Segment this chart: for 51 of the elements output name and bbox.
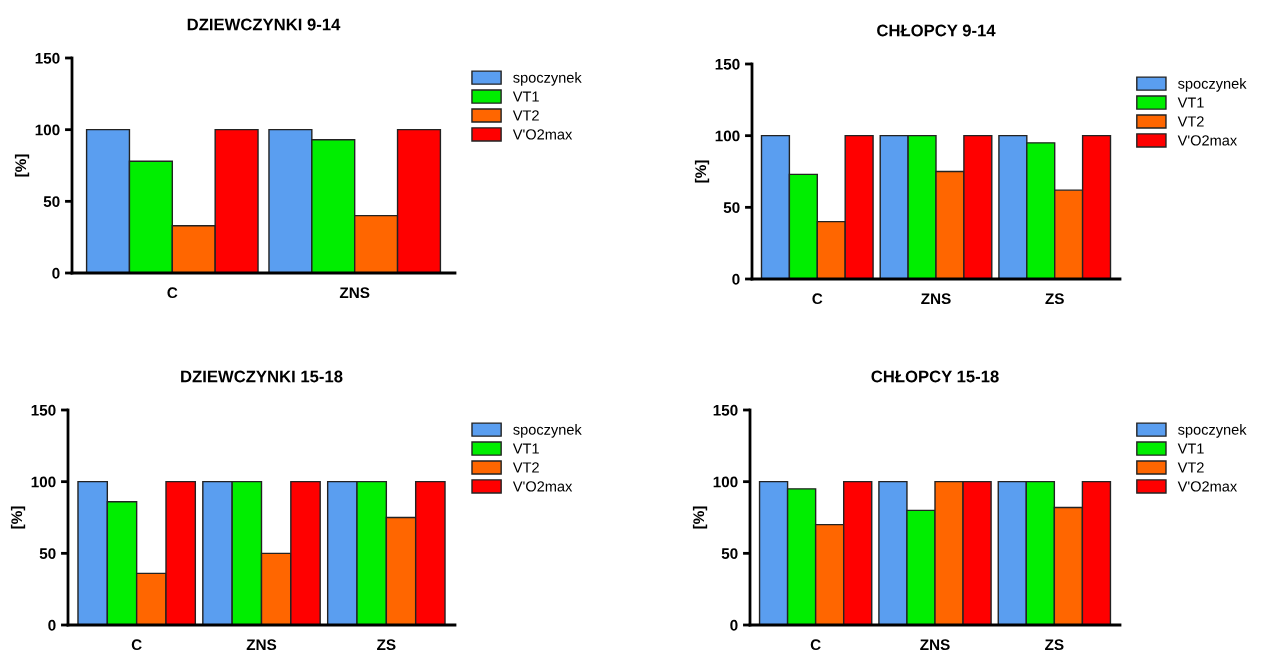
legend-label: spoczynek: [513, 72, 582, 86]
y-tick-label: 0: [52, 267, 60, 279]
legend-label: spoczynek: [1178, 424, 1247, 438]
y-tick-label: 100: [715, 130, 740, 142]
x-tick-label: ZNS: [246, 639, 277, 651]
legend-label: VT1: [512, 443, 539, 454]
y-tick-label: 0: [732, 273, 740, 285]
y-tick-label: 150: [31, 404, 56, 416]
legend-label: spoczynek: [513, 424, 582, 438]
y-tick-label: 0: [48, 619, 56, 631]
x-tick-label: ZNS: [921, 293, 951, 305]
legend-label: VT2: [1177, 116, 1204, 127]
x-tick-label: C: [810, 639, 821, 651]
legend-label: VT2: [512, 110, 539, 121]
x-tick-label: C: [131, 639, 142, 651]
y-tick-label: 50: [723, 202, 740, 214]
y-tick-label: 150: [715, 58, 740, 70]
y-tick-label: 50: [39, 548, 56, 560]
legend-label: VT2: [1177, 462, 1204, 473]
legend-label: spoczynek: [1178, 78, 1247, 92]
legend-label: VT2: [512, 462, 539, 473]
y-axis-title: [%]: [692, 506, 708, 529]
x-tick-label: ZS: [377, 639, 396, 651]
y-axis-title: [%]: [694, 160, 710, 183]
y-tick-label: 0: [730, 619, 738, 631]
x-tick-label: ZNS: [339, 287, 370, 299]
y-tick-label: 50: [721, 548, 738, 560]
x-tick-label: ZNS: [920, 639, 950, 651]
x-tick-label: C: [812, 293, 823, 305]
legend-label: VT1: [512, 91, 539, 102]
legend-label: V'O2max: [1177, 135, 1237, 146]
y-tick-label: 150: [713, 404, 738, 416]
y-tick-label: 100: [31, 476, 56, 488]
y-axis-title: [%]: [14, 154, 30, 177]
legend-label: VT1: [1177, 97, 1204, 108]
y-tick-label: 50: [43, 196, 60, 208]
legend-label: V'O2max: [512, 129, 573, 140]
legend-label: V'O2max: [512, 481, 573, 492]
chart-title: DZIEWCZYNKI 9-14: [187, 18, 341, 31]
chart-title: CHŁOPCY 9-14: [877, 24, 996, 37]
x-tick-label: ZS: [1045, 639, 1064, 651]
y-axis-title: [%]: [10, 506, 26, 529]
x-tick-label: ZS: [1045, 293, 1064, 305]
legend-label: V'O2max: [1177, 481, 1238, 492]
chart-title: CHŁOPCY 15-18: [871, 370, 999, 383]
legend-label: VT1: [1177, 443, 1204, 454]
x-tick-label: C: [167, 287, 178, 299]
y-tick-label: 100: [713, 476, 738, 488]
y-tick-label: 150: [35, 52, 60, 64]
chart-title: DZIEWCZYNKI 15-18: [181, 370, 343, 383]
y-tick-label: 100: [35, 124, 60, 136]
